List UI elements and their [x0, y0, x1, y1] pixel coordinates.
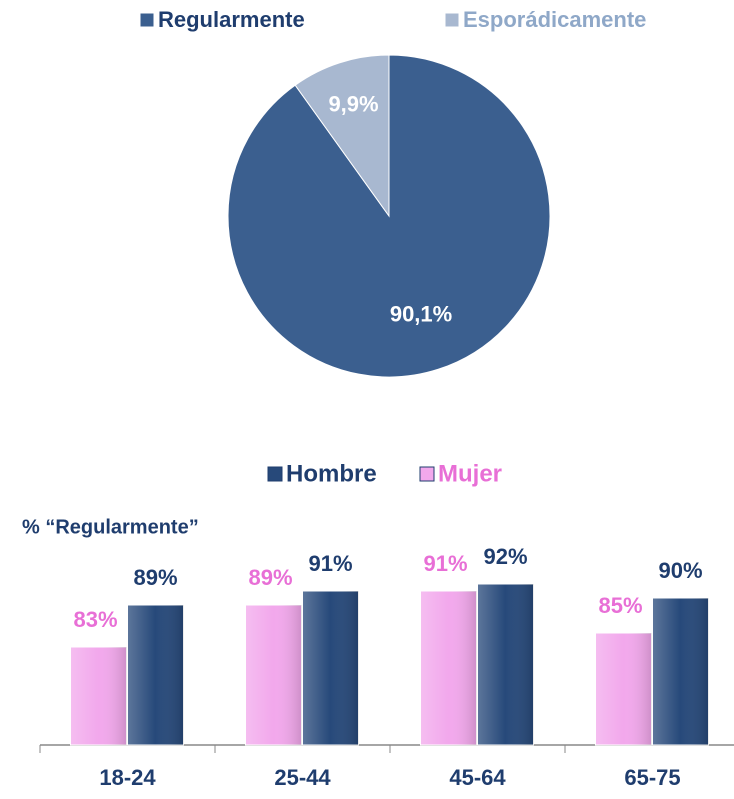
x-tick-label: 45-64	[449, 765, 506, 790]
bar-shine	[477, 584, 534, 745]
value-label: 90%	[658, 558, 702, 583]
legend-label: Hombre	[286, 460, 377, 487]
bar-shine	[70, 647, 127, 745]
y-axis-label: % “Regularmente”	[22, 516, 199, 538]
value-label: 85%	[598, 593, 642, 618]
bar-shine	[420, 591, 477, 745]
legend-label: Regularmente	[158, 7, 305, 32]
legend-label: Mujer	[438, 460, 502, 487]
value-label: 89%	[133, 565, 177, 590]
bar-shine	[245, 605, 302, 745]
legend-swatch	[139, 12, 155, 28]
bar-shine	[652, 598, 709, 745]
legend-swatch	[267, 466, 283, 482]
x-tick-label: 18-24	[99, 765, 156, 790]
value-label: 91%	[308, 551, 352, 576]
value-label: 83%	[73, 607, 117, 632]
pie-slice	[294, 54, 390, 218]
legend-label: Esporádicamente	[463, 7, 646, 32]
value-label: 91%	[423, 551, 467, 576]
bar-shine	[127, 605, 184, 745]
slice-label: 9,9%	[328, 91, 378, 116]
value-label: 89%	[248, 565, 292, 590]
value-label: 92%	[483, 544, 527, 569]
x-tick-label: 65-75	[624, 765, 680, 790]
bar-shine	[595, 633, 652, 745]
bar-shine	[302, 591, 359, 745]
legend-swatch	[444, 12, 460, 28]
legend-swatch	[419, 466, 435, 482]
slice-label: 90,1%	[390, 301, 452, 326]
x-tick-label: 25-44	[274, 765, 331, 790]
